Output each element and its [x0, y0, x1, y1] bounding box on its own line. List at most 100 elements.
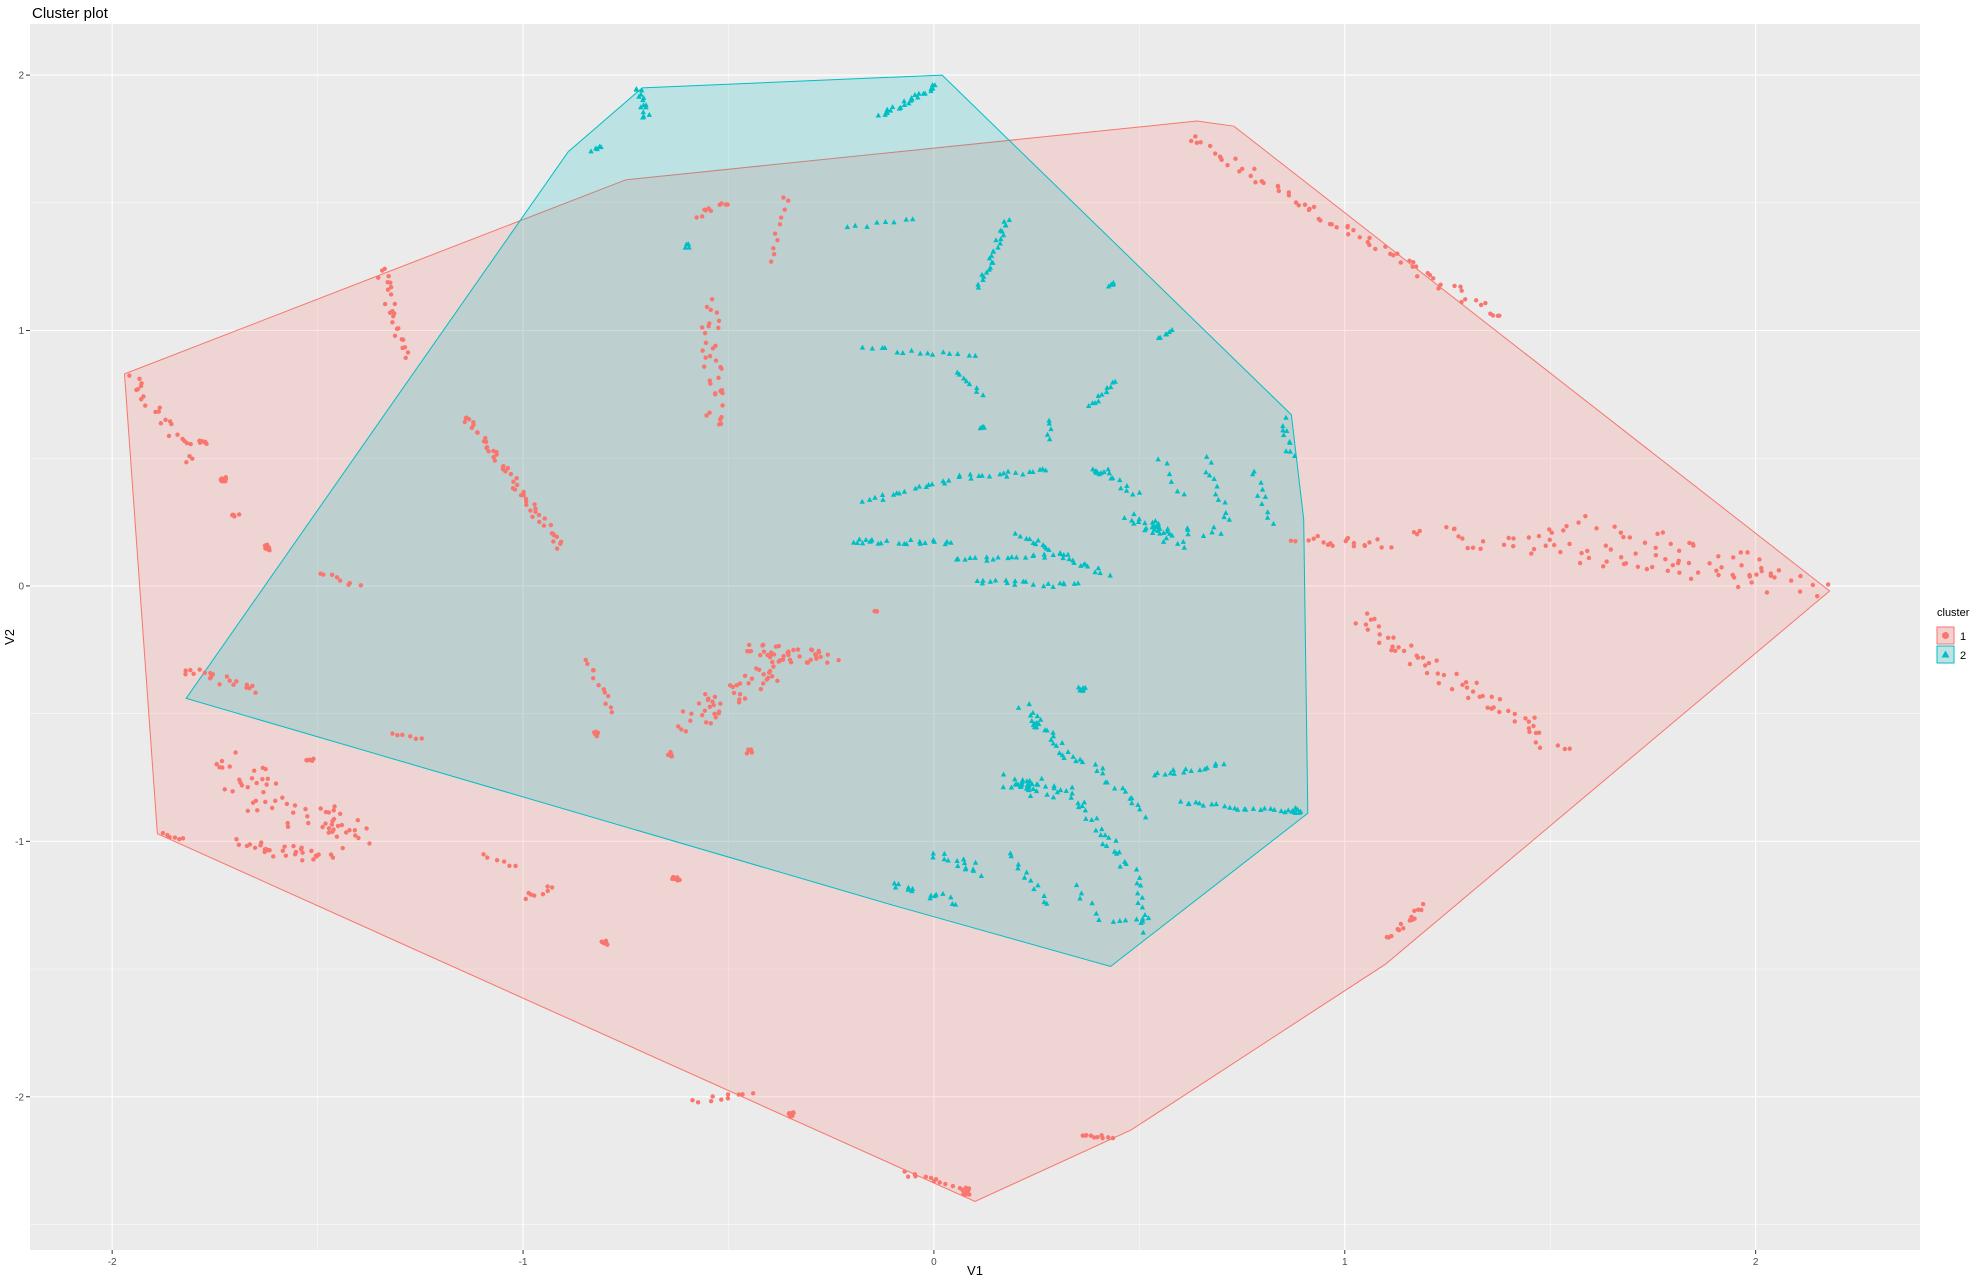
data-point-cluster-2: [930, 854, 936, 860]
cluster-hull-2: [185, 74, 1309, 968]
data-point-cluster-1: [261, 789, 266, 795]
x-tick-label: 0: [931, 1257, 937, 1268]
data-point-cluster-2: [1120, 785, 1126, 791]
data-point-cluster-1: [1390, 644, 1395, 649]
data-point-cluster-1: [761, 681, 766, 686]
data-point-cluster-2: [884, 537, 890, 543]
data-point-cluster-1: [1480, 539, 1486, 544]
data-point-cluster-2: [1065, 748, 1071, 754]
data-point-cluster-2: [966, 352, 973, 358]
data-point-cluster-2: [1133, 866, 1140, 872]
data-point-cluster-1: [606, 693, 611, 699]
data-point-cluster-1: [1612, 524, 1617, 529]
data-point-cluster-1: [245, 808, 251, 814]
data-point-cluster-1: [731, 690, 737, 696]
data-point-cluster-1: [749, 750, 755, 755]
data-point-cluster-1: [785, 650, 790, 655]
data-point-cluster-1: [175, 432, 180, 437]
data-point-cluster-2: [852, 222, 858, 228]
data-point-cluster-2: [1077, 756, 1083, 762]
data-point-cluster-1: [1459, 299, 1464, 305]
legend-marker-triangle-icon: [1941, 650, 1950, 658]
data-point-cluster-2: [979, 472, 985, 478]
data-point-cluster-2: [1030, 709, 1036, 715]
data-point-cluster-1: [1365, 627, 1370, 632]
data-point-cluster-2: [1123, 487, 1130, 493]
data-point-cluster-2: [901, 102, 908, 108]
data-point-cluster-2: [1167, 770, 1174, 776]
data-point-cluster-2: [1209, 529, 1215, 535]
data-point-cluster-1: [695, 1100, 701, 1105]
data-point-cluster-2: [975, 284, 982, 290]
data-point-cluster-1: [905, 1174, 911, 1179]
data-point-cluster-1: [1193, 134, 1198, 139]
data-point-cluster-2: [995, 244, 1001, 250]
data-point-cluster-2: [906, 100, 912, 106]
data-point-cluster-2: [1050, 794, 1057, 800]
data-point-cluster-2: [1092, 569, 1098, 575]
data-point-cluster-2: [1129, 517, 1135, 523]
data-point-cluster-2: [588, 148, 594, 154]
data-point-cluster-1: [1189, 138, 1194, 144]
data-point-cluster-2: [1029, 781, 1035, 787]
data-point-cluster-2: [854, 539, 860, 545]
data-point-cluster-2: [1218, 530, 1224, 536]
data-point-cluster-1: [1501, 542, 1507, 548]
data-point-cluster-1: [1351, 544, 1357, 549]
data-point-cluster-2: [1149, 530, 1156, 536]
data-point-cluster-2: [979, 580, 986, 586]
data-point-cluster-1: [761, 672, 766, 677]
data-point-cluster-1: [714, 310, 720, 315]
data-point-cluster-2: [636, 93, 642, 99]
data-point-cluster-2: [1234, 806, 1241, 812]
y-tick-label: -1: [15, 837, 24, 848]
data-point-cluster-2: [927, 895, 933, 901]
data-point-cluster-1: [713, 715, 718, 720]
data-point-cluster-2: [1174, 488, 1181, 494]
data-point-cluster-2: [1111, 785, 1118, 791]
data-point-cluster-1: [259, 840, 264, 845]
data-point-cluster-2: [1081, 799, 1088, 805]
data-point-cluster-1: [219, 758, 225, 764]
data-point-cluster-1: [1454, 671, 1459, 677]
data-point-cluster-2: [1282, 809, 1288, 815]
data-point-cluster-1: [233, 750, 238, 755]
data-point-cluster-2: [1007, 850, 1014, 856]
data-point-cluster-1: [1531, 723, 1536, 729]
data-point-cluster-1: [679, 727, 684, 732]
data-point-cluster-1: [1768, 573, 1774, 579]
data-point-cluster-2: [1163, 331, 1170, 337]
data-point-cluster-2: [946, 477, 952, 483]
data-point-cluster-1: [523, 896, 528, 902]
data-point-cluster-1: [1547, 537, 1552, 542]
data-point-cluster-1: [1511, 536, 1516, 541]
data-point-cluster-2: [1250, 805, 1257, 811]
data-point-cluster-1: [224, 674, 230, 679]
data-point-cluster-1: [737, 681, 743, 686]
data-point-cluster-1: [355, 818, 361, 823]
data-point-cluster-2: [1030, 785, 1036, 791]
data-point-cluster-1: [1523, 716, 1528, 721]
data-point-cluster-1: [222, 787, 227, 792]
data-point-cluster-1: [696, 701, 702, 706]
data-point-cluster-2: [1142, 814, 1149, 820]
data-point-cluster-1: [329, 822, 335, 827]
data-point-cluster-1: [768, 259, 774, 264]
data-point-cluster-1: [273, 798, 278, 804]
data-point-cluster-1: [462, 419, 467, 425]
data-point-cluster-2: [1209, 801, 1215, 807]
data-point-cluster-2: [1075, 800, 1081, 806]
data-point-cluster-1: [501, 859, 507, 864]
data-point-cluster-2: [924, 350, 931, 356]
data-point-cluster-1: [676, 724, 681, 729]
data-point-cluster-1: [1398, 260, 1403, 265]
data-point-cluster-1: [326, 830, 331, 835]
data-point-cluster-1: [603, 701, 608, 707]
data-point-cluster-1: [475, 430, 480, 435]
data-point-cluster-2: [931, 893, 938, 899]
data-point-cluster-2: [1019, 776, 1026, 782]
data-point-cluster-1: [710, 699, 715, 704]
data-point-cluster-1: [708, 721, 713, 726]
data-point-cluster-2: [1004, 473, 1010, 479]
data-point-cluster-1: [694, 215, 699, 220]
